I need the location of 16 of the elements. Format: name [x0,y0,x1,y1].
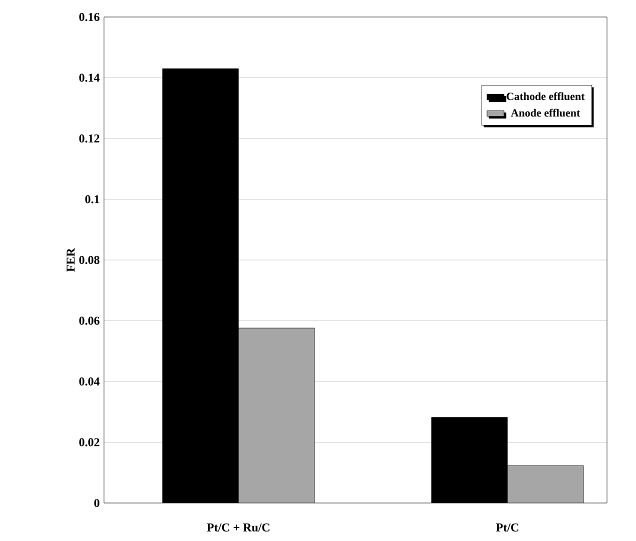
x-tick-label: Pt/C + Ru/C [206,523,270,532]
y-tick-label: 0.02 [79,438,100,446]
x-tick-label: Pt/C [496,523,518,532]
y-axis-title: FER [66,248,75,272]
y-tick-label: 0.16 [79,12,100,22]
legend-label: Cathode effluent [506,92,585,100]
y-tick-label: 0.12 [79,134,100,143]
y-tick-label: 0.08 [79,256,100,264]
y-tick-label: 0.14 [79,74,100,82]
y-tick-label: 0 [94,498,100,508]
y-tick-label: 0.06 [79,316,100,325]
y-tick-label: 0.1 [85,195,100,204]
bar [507,465,584,503]
bar [238,328,315,503]
legend-label: Anode effluent [510,108,580,117]
y-tick-label: 0.04 [79,377,100,386]
